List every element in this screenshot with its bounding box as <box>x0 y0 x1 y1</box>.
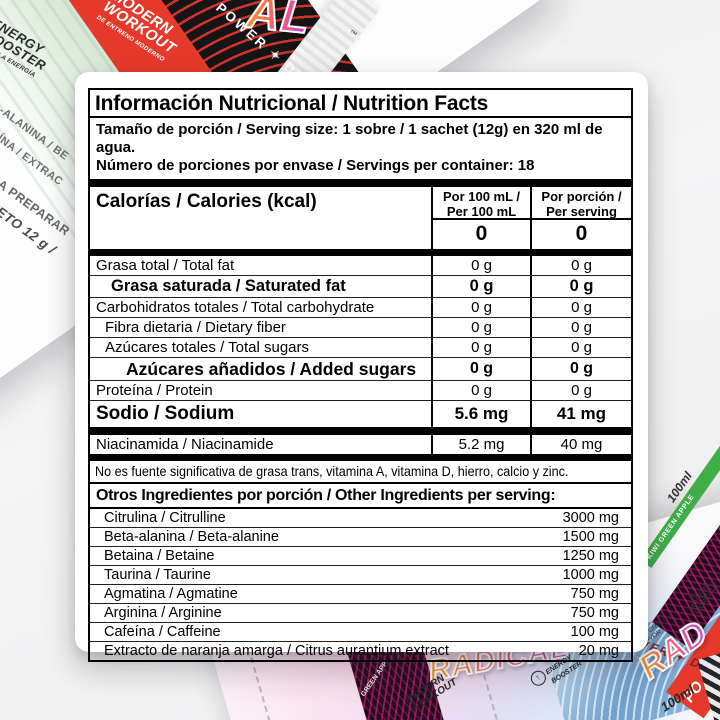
ingredient-name: Arginina / Arginine <box>104 605 222 621</box>
ingredient-amount: 20 mg <box>578 643 619 659</box>
table-row: Grasa saturada / Saturated fat 0 g 0 g <box>90 275 631 297</box>
radical-logo-fragment: AL <box>243 0 313 44</box>
ingredient-name: Betaina / Betaine <box>104 548 215 564</box>
serving-size-text: Tamaño de porción / Serving size: 1 sobr… <box>96 121 603 156</box>
nutrient-per-100: 0 g <box>431 381 530 400</box>
nutrient-per-serving: 40 mg <box>530 435 631 454</box>
ingredient-row: Extracto de naranja amarga / Citrus aura… <box>90 641 631 660</box>
ingredient-name: Agmatina / Agmatine <box>104 586 238 602</box>
nutrition-label-card: Información Nutricional / Nutrition Fact… <box>75 72 648 662</box>
nutrient-per-100: 0 g <box>431 276 530 297</box>
ingredient-row: Arginina / Arginine 750 mg <box>90 603 631 622</box>
ingredient-row: Betaina / Betaine 1250 mg <box>90 546 631 565</box>
ingredient-amount: 100 mg <box>570 624 619 640</box>
nutrient-name: Sodio / Sodium <box>96 403 235 424</box>
divider-bar <box>90 179 631 187</box>
nutrient-per-100: 0 g <box>431 256 530 275</box>
divider-bar <box>90 249 631 256</box>
ingredient-name: Citrulina / Citrulline <box>104 510 226 526</box>
per-100ml-header-line2: Per 100 mL <box>446 204 517 219</box>
calories-per-100ml: 0 <box>475 222 488 245</box>
ingredient-amount: 750 mg <box>570 605 619 621</box>
nutrient-name: Azúcares totales / Total sugars <box>105 339 309 356</box>
nutrient-per-serving: 0 g <box>530 256 631 275</box>
table-row: Carbohidratos totales / Total carbohydra… <box>90 297 631 317</box>
nutrient-per-serving: 0 g <box>530 276 631 297</box>
ingredient-amount: 3000 mg <box>562 510 619 526</box>
table-row: Azúcares añadidos / Added sugars 0 g 0 g <box>90 357 631 380</box>
nutrient-per-100: 0 g <box>431 298 530 317</box>
per-100ml-header-line1: Por 100 mL / <box>442 189 521 204</box>
ingredient-amount: 1250 mg <box>562 548 619 564</box>
nutrient-per-100: 0 g <box>431 318 530 337</box>
nutrient-per-100: 5.2 mg <box>431 435 530 454</box>
no-significant-source-note: No es fuente significativa de grasa tran… <box>90 459 631 484</box>
ingredient-amount: 750 mg <box>570 586 619 602</box>
table-row: Grasa total / Total fat 0 g 0 g <box>90 256 631 275</box>
divider-bar <box>90 427 631 435</box>
nutrient-name: Azúcares añadidos / Added sugars <box>126 359 417 379</box>
nutrient-per-serving: 0 g <box>530 318 631 337</box>
calories-section: Calorías / Calories (kcal) Por 100 mL / … <box>90 187 631 249</box>
nutrient-per-100: 0 g <box>431 338 530 357</box>
ingredient-row: Beta-alanina / Beta-alanine 1500 mg <box>90 527 631 546</box>
nutrient-per-100: 5.6 mg <box>431 401 530 427</box>
per-serving-column: Por porción / Per serving 0 <box>530 187 631 249</box>
nutrient-per-serving: 0 g <box>530 381 631 400</box>
nutrient-per-serving: 0 g <box>530 338 631 357</box>
ingredient-name: Extracto de naranja amarga / Citrus aura… <box>104 643 449 659</box>
nutrition-table: Información Nutricional / Nutrition Fact… <box>88 88 633 662</box>
note-text: No es fuente significativa de grasa tran… <box>95 463 569 479</box>
nutrient-name: Niacinamida / Niacinamide <box>96 436 274 453</box>
nutrient-per-100: 0 g <box>431 358 530 380</box>
nutrient-name: Proteína / Protein <box>96 382 213 399</box>
per-serving-header: Por porción / Per serving <box>532 187 631 220</box>
ingredient-amount: 1500 mg <box>562 529 619 545</box>
nutrient-name: Grasa saturada / Saturated fat <box>111 277 346 295</box>
ingredient-name: Taurina / Taurine <box>104 567 211 583</box>
ingredient-row: Cafeína / Caffeine 100 mg <box>90 622 631 641</box>
nutrition-title: Información Nutricional / Nutrition Fact… <box>90 90 631 118</box>
per-100ml-column: Por 100 mL / Per 100 mL 0 <box>431 187 530 249</box>
nutrient-name: Carbohidratos totales / Total carbohydra… <box>96 299 375 316</box>
table-row: Niacinamida / Niacinamide 5.2 mg 40 mg <box>90 435 631 454</box>
table-row: Fibra dietaria / Dietary fiber 0 g 0 g <box>90 317 631 337</box>
ingredient-name: Beta-alanina / Beta-alanine <box>104 529 279 545</box>
per-serving-header-line1: Por porción / <box>541 189 622 204</box>
ingredient-name: Cafeína / Caffeine <box>104 624 221 640</box>
calories-per-serving: 0 <box>575 222 588 245</box>
servings-per-container-text: Número de porciones por envase / Serving… <box>96 157 535 174</box>
nutrient-per-serving: 0 g <box>530 358 631 380</box>
table-row: Azúcares totales / Total sugars 0 g 0 g <box>90 337 631 357</box>
per-serving-header-line2: Per serving <box>546 204 617 219</box>
calories-label: Calorías / Calories (kcal) <box>96 191 317 212</box>
table-row: Sodio / Sodium 5.6 mg 41 mg <box>90 400 631 427</box>
nutrient-per-serving: 41 mg <box>530 401 631 427</box>
per-100ml-header: Por 100 mL / Per 100 mL <box>433 187 530 220</box>
table-row: Proteína / Protein 0 g 0 g <box>90 380 631 400</box>
divider-bar <box>90 454 631 459</box>
other-ingredients-header: Otros Ingredientes por porción / Other I… <box>90 484 631 509</box>
nutrient-name: Grasa total / Total fat <box>96 257 235 274</box>
ingredient-row: Taurina / Taurine 1000 mg <box>90 565 631 584</box>
ingredient-row: Agmatina / Agmatine 750 mg <box>90 584 631 603</box>
ingredient-row: Citrulina / Citrulline 3000 mg <box>90 509 631 527</box>
nutrient-per-serving: 0 g <box>530 298 631 317</box>
serving-info: Tamaño de porción / Serving size: 1 sobr… <box>90 118 631 179</box>
ingredient-amount: 1000 mg <box>562 567 619 583</box>
nutrient-name: Fibra dietaria / Dietary fiber <box>105 319 286 336</box>
